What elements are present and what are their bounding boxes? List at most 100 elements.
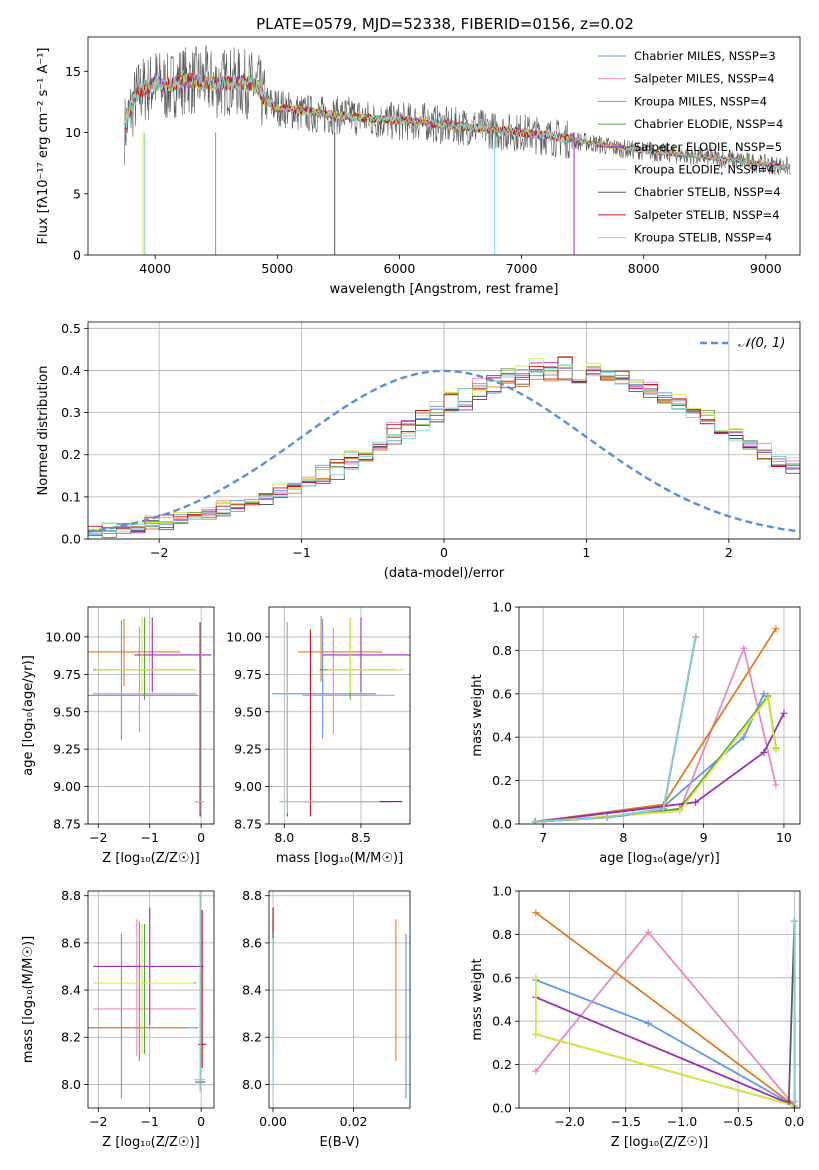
weight-point-marker [692, 633, 700, 641]
x-tick-label: −1 [292, 545, 310, 560]
age-vs-Z-frame: −2 −1 0 8.75 9.00 9.25 9.50 9.75 10.00 Z [log₁₀(Z… [21, 606, 215, 866]
y-tick-label: 9.00 [234, 779, 262, 794]
y-tick-label: 0.4 [492, 1014, 512, 1029]
y-tick-label: 0.4 [492, 730, 512, 745]
x-tick-label: 0 [197, 830, 205, 845]
weight-point-marker [760, 690, 768, 698]
x-tick-label: −2 [89, 1114, 107, 1129]
y-tick-label: 9.25 [234, 742, 262, 757]
y-tick-label: 0.1 [61, 489, 81, 504]
x-tick-label: 9 [700, 830, 708, 845]
y-tick-label: 0.2 [61, 447, 81, 462]
y-tick-label: 8.6 [242, 935, 262, 950]
y-tick-label: 9.50 [53, 704, 81, 719]
weight-point-marker [644, 1019, 652, 1027]
y-tick-label: 0.0 [492, 1101, 512, 1116]
weight-series-line [535, 911, 795, 1107]
figure-title: PLATE=0579, MJD=52338, FIBERID=0156, z=0… [256, 15, 634, 33]
weight-point-marker [603, 813, 611, 821]
mass-vs-EBV-frame: 0.00 0.02 8.0 8.2 8.4 8.6 8.8 E(B-V) [242, 888, 411, 1150]
normal-reference-curve [88, 369, 800, 533]
residual-legend: 𝒩(0, 1) [700, 336, 785, 351]
axes-frame [268, 890, 411, 1109]
weight-point-marker [676, 807, 684, 815]
weight-point-marker [531, 818, 539, 824]
spectrum-legend: Chabrier MILES, NSSP=3 Salpeter MILES, NS… [598, 49, 783, 245]
x-tick-label: 7 [539, 830, 547, 845]
x-tick-label: 0 [197, 1114, 205, 1129]
y-tick-label: 0.4 [61, 363, 81, 378]
y-tick-label: 9.75 [234, 667, 262, 682]
y-tick-label: 8.0 [242, 1077, 262, 1092]
y-tick-label: 0.6 [492, 686, 512, 701]
x-tick-label: −1 [140, 830, 158, 845]
weight-point-marker [760, 748, 768, 756]
spectrum-plot [124, 45, 791, 255]
y-tick-label: 9.75 [53, 667, 81, 682]
weight-point-marker [772, 625, 780, 633]
spectrum-series-line [124, 74, 791, 170]
y-tick-label: 10.00 [226, 629, 262, 644]
mass-weight-vs-Z-plot [532, 909, 798, 1108]
legend-label: Salpeter ELODIE, NSSP=5 [634, 140, 782, 154]
age-vs-mass-plot [272, 615, 410, 817]
y-tick-label: 8.2 [242, 1030, 262, 1045]
axes-frame [518, 606, 801, 825]
legend-label: Kroupa ELODIE, NSSP=4 [634, 163, 775, 177]
x-tick-label: 5000 [261, 261, 293, 276]
y-tick-label: 0.2 [492, 773, 512, 788]
x-tick-label: −2.0 [554, 1114, 584, 1129]
x-tick-label: −2 [150, 545, 168, 560]
histogram-series [88, 364, 800, 535]
x-tick-label: 0 [440, 545, 448, 560]
x-axis-label: E(B-V) [319, 1135, 359, 1150]
legend-label: Chabrier MILES, NSSP=3 [634, 49, 776, 63]
y-axis-label: mass weight [470, 958, 485, 1040]
x-axis-label: Z [log₁₀(Z/Z☉)] [611, 1135, 708, 1150]
x-axis-label: (data-model)/error [384, 566, 505, 581]
y-tick-label: 8.75 [234, 817, 262, 832]
legend-label: Salpeter MILES, NSSP=4 [634, 72, 775, 86]
y-tick-label: 0.0 [61, 532, 81, 547]
weight-series-line [535, 637, 697, 823]
weight-point-marker [660, 805, 668, 813]
y-tick-label: 0.5 [61, 321, 81, 336]
weight-point-marker [532, 974, 540, 982]
weight-point-marker [532, 1067, 540, 1075]
weight-point-marker [532, 909, 540, 917]
weight-point-marker [740, 733, 748, 741]
y-tick-label: 9.25 [53, 742, 81, 757]
legend-label: Salpeter STELIB, NSSP=4 [634, 208, 780, 222]
x-tick-label: 8000 [628, 261, 660, 276]
x-tick-label: 8 [619, 830, 627, 845]
y-tick-label: 0.0 [492, 817, 512, 832]
age-vs-mass-frame: 8.0 8.5 8.75 9.00 9.25 9.50 9.75 10.00 mass [log… [226, 606, 411, 866]
x-tick-label: 1 [582, 545, 590, 560]
y-tick-label: 8.0 [61, 1077, 81, 1092]
axes-frame [87, 606, 215, 825]
weight-point-marker [692, 798, 700, 806]
y-axis-label: age [log₁₀(age/yr)] [21, 655, 36, 776]
weight-point-marker [764, 694, 772, 702]
legend-label: 𝒩(0, 1) [738, 336, 785, 351]
axes-frame [518, 890, 801, 1109]
mass-vs-Z-plot [88, 891, 207, 1099]
x-axis-label: Z [log₁₀(Z/Z☉)] [102, 1135, 199, 1150]
x-axis-label: wavelength [Angstrom, rest frame] [330, 282, 559, 297]
legend-label: Kroupa MILES, NSSP=4 [634, 94, 767, 108]
x-tick-label: 2 [725, 545, 733, 560]
y-tick-label: 10 [65, 125, 81, 140]
residuals-frame: −2 −1 0 1 2 0.0 0.1 0.2 0.3 0.4 0.5 (data-model)/er… [36, 321, 801, 581]
y-tick-label: 10.00 [45, 629, 81, 644]
mass-weight-vs-Z-frame: −2.0 −1.5 −1.0 −0.5 0.0 0.0 0.2 0.4 0.6 0.8 1.0 Z [… [470, 884, 804, 1151]
x-tick-label: 0.02 [340, 1114, 368, 1129]
weight-point-marker [532, 1030, 540, 1038]
y-tick-label: 8.2 [61, 1030, 81, 1045]
x-tick-label: 0.0 [784, 1114, 804, 1129]
x-axis-label: mass [log₁₀(M/M☉)] [276, 851, 403, 866]
spectrum-series-line [124, 73, 791, 169]
x-tick-label: 4000 [139, 261, 171, 276]
weight-point-marker [790, 1097, 798, 1105]
y-tick-label: 8.75 [53, 817, 81, 832]
axes-frame [87, 890, 215, 1109]
